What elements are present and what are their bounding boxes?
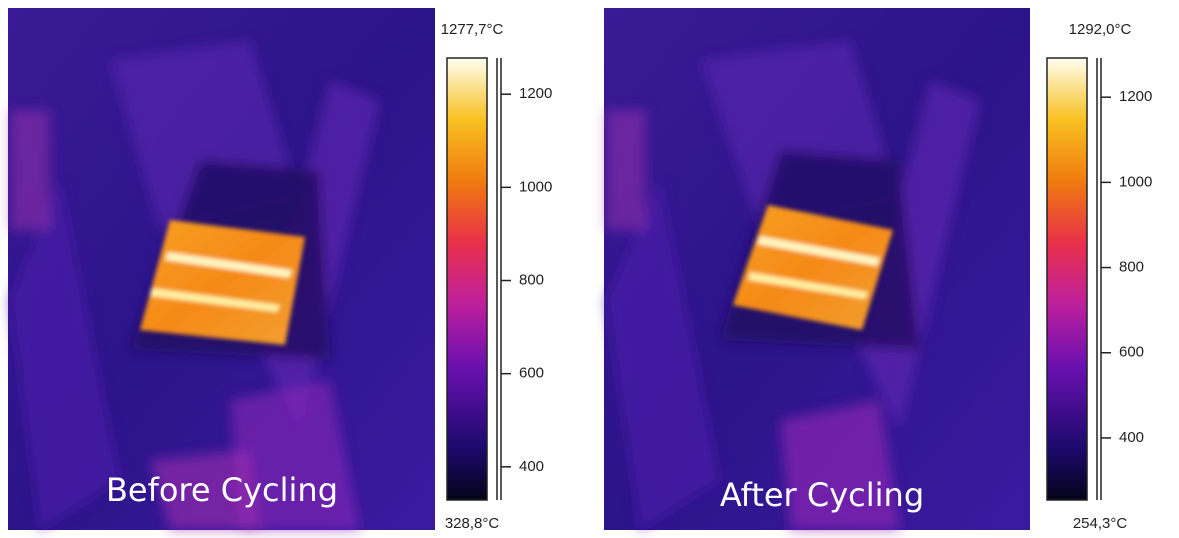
min-label: 328,8°C [445, 515, 500, 532]
tick-label: 1000 [1119, 173, 1152, 190]
tick-label: 1000 [519, 178, 552, 195]
max-label: 1277,7°C [441, 21, 504, 38]
tick-label: 800 [519, 271, 544, 288]
caption: After Cycling [720, 476, 924, 514]
tick-label: 1200 [1119, 88, 1152, 105]
min-label: 254,3°C [1073, 515, 1128, 532]
max-label: 1292,0°C [1069, 21, 1132, 38]
thermal-image: Before Cycling 1277,7°C 328,8°C 400 600 80… [8, 8, 552, 532]
tick-label: 600 [1119, 344, 1144, 361]
tick-label: 400 [1119, 429, 1144, 446]
tick-label: 400 [519, 458, 544, 475]
thermal-image: After Cycling 1292,0°C 254,3°C 400 600 800… [604, 8, 1152, 532]
caption: Before Cycling [106, 471, 338, 509]
tick-label: 800 [1119, 259, 1144, 276]
tick-label: 600 [519, 365, 544, 382]
tick-label: 1200 [519, 85, 552, 102]
